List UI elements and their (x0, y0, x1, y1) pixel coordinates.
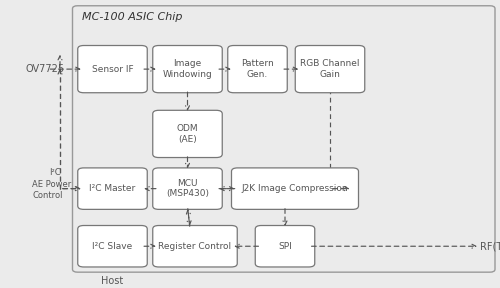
Text: I²C: I²C (49, 168, 60, 177)
Text: I²C Master: I²C Master (90, 184, 136, 193)
Text: ODM
(AE): ODM (AE) (176, 124, 199, 144)
FancyBboxPatch shape (153, 110, 222, 158)
Text: Register Control: Register Control (158, 242, 232, 251)
Text: Sensor IF: Sensor IF (92, 65, 134, 74)
FancyBboxPatch shape (78, 46, 147, 93)
FancyBboxPatch shape (153, 46, 222, 93)
FancyBboxPatch shape (295, 46, 365, 93)
FancyBboxPatch shape (153, 226, 238, 267)
FancyBboxPatch shape (78, 226, 147, 267)
FancyBboxPatch shape (232, 168, 358, 209)
Text: Image
Windowing: Image Windowing (162, 59, 212, 79)
Text: J2K Image Compression: J2K Image Compression (242, 184, 348, 193)
FancyBboxPatch shape (78, 168, 147, 209)
Text: AE Power
Control: AE Power Control (32, 180, 72, 200)
Text: OV7725: OV7725 (25, 64, 64, 74)
Text: Pattern
Gen.: Pattern Gen. (241, 59, 274, 79)
Text: MC-100 ASIC Chip: MC-100 ASIC Chip (82, 12, 183, 22)
FancyBboxPatch shape (153, 168, 222, 209)
FancyBboxPatch shape (228, 46, 287, 93)
Text: RGB Channel
Gain: RGB Channel Gain (300, 59, 360, 79)
Text: I²C Slave: I²C Slave (92, 242, 132, 251)
Text: Host: Host (102, 276, 124, 286)
Text: RF(Tx): RF(Tx) (480, 241, 500, 251)
FancyBboxPatch shape (72, 6, 495, 272)
FancyBboxPatch shape (255, 226, 315, 267)
Text: MCU
(MSP430): MCU (MSP430) (166, 179, 209, 198)
Text: SPI: SPI (278, 242, 292, 251)
